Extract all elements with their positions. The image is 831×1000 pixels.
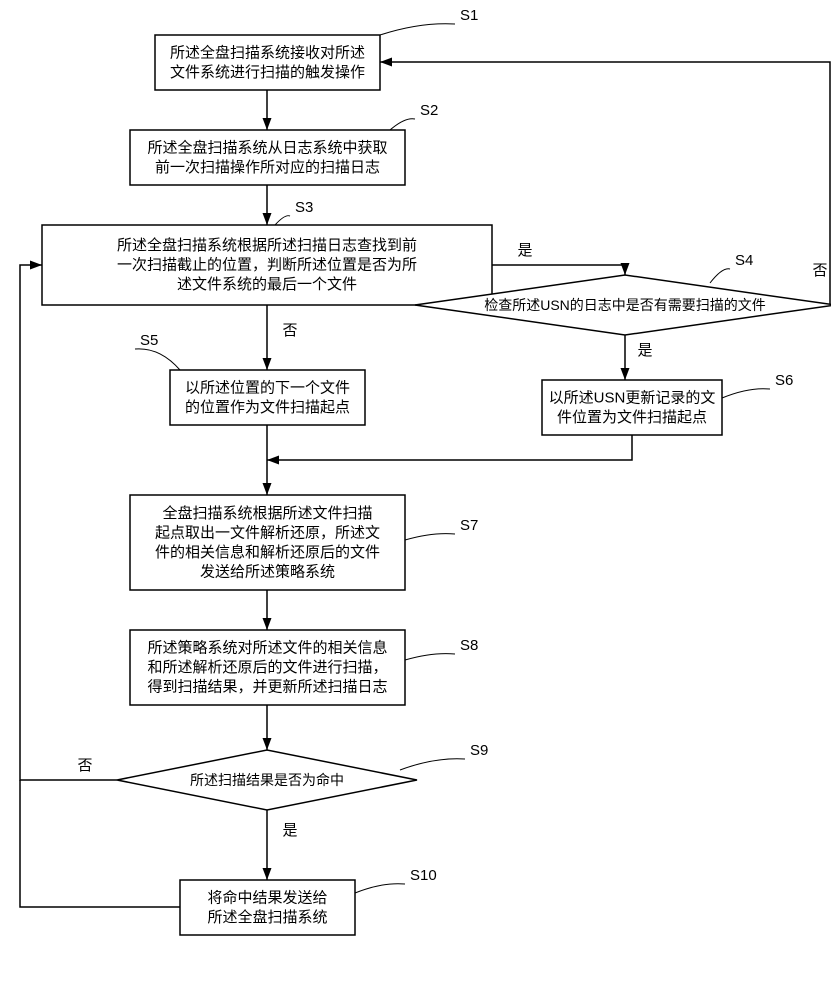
edge-label: 否: [282, 322, 297, 339]
step-leader: [710, 269, 730, 283]
step-label: S1: [460, 7, 478, 24]
step-leader: [380, 24, 455, 35]
node-s1: 所述全盘扫描系统接收对所述文件系统进行扫描的触发操作: [155, 35, 380, 90]
step-leader: [400, 759, 465, 770]
node-text: 将命中结果发送给: [207, 888, 327, 906]
node-text: 所述全盘扫描系统接收对所述: [170, 43, 365, 61]
node-text: 所述全盘扫描系统根据所述扫描日志查找到前: [117, 236, 417, 254]
node-text: 件位置为文件扫描起点: [557, 409, 707, 426]
edge: [20, 265, 117, 780]
step-leader: [355, 884, 405, 893]
node-text: 检查所述USN的日志中是否有需要扫描的文件: [484, 297, 766, 313]
node-s9: 所述扫描结果是否为命中: [117, 750, 417, 810]
node-s8: 所述策略系统对所述文件的相关信息和所述解析还原后的文件进行扫描， 得到扫描结果，并…: [130, 630, 405, 705]
edge-label: 否: [812, 262, 827, 279]
node-s10: 将命中结果发送给所述全盘扫描系统: [180, 880, 355, 935]
step-label: S8: [460, 637, 478, 654]
step-leader: [722, 389, 770, 398]
step-leader: [135, 349, 180, 370]
node-text: 一次扫描截止的位置，判断所述位置是否为所: [117, 257, 417, 274]
step-leader: [275, 216, 290, 225]
step-label: S2: [420, 102, 438, 119]
node-text: 的位置作为文件扫描起点: [185, 399, 350, 416]
step-leader: [390, 119, 415, 130]
node-text: 所述策略系统对所述文件的相关信息: [147, 640, 387, 657]
node-text: 起点取出一文件解析还原，所述文: [155, 524, 380, 541]
node-s5: 以所述位置的下一个文件的位置作为文件扫描起点: [170, 370, 365, 425]
node-text: 得到扫描结果，并更新所述扫描日志: [147, 679, 387, 696]
edge: [492, 265, 625, 275]
node-text: 所述扫描结果是否为命中: [190, 772, 344, 788]
node-s7: 全盘扫描系统根据所述文件扫描起点取出一文件解析还原，所述文件的相关信息和解析还原…: [130, 495, 405, 590]
node-text: 所述全盘扫描系统从日志系统中获取: [147, 138, 387, 156]
edge-label: 是: [637, 342, 652, 359]
step-label: S6: [775, 372, 793, 389]
edge: [267, 435, 632, 460]
node-text: 以所述位置的下一个文件: [185, 379, 350, 396]
edge-label: 是: [517, 242, 532, 259]
step-leader: [405, 654, 455, 660]
step-label: S9: [470, 742, 488, 759]
node-text: 文件系统进行扫描的触发操作: [170, 64, 365, 81]
step-label: S3: [295, 199, 313, 216]
node-text: 前一次扫描操作所对应的扫描日志: [155, 158, 380, 176]
node-s6: 以所述USN更新记录的文件位置为文件扫描起点: [542, 380, 722, 435]
node-s3: 所述全盘扫描系统根据所述扫描日志查找到前一次扫描截止的位置，判断所述位置是否为所…: [42, 225, 492, 305]
node-text: 件的相关信息和解析还原后的文件: [155, 544, 380, 561]
node-text: 和所述解析还原后的文件进行扫描，: [147, 659, 387, 676]
node-text: 以所述USN更新记录的文: [549, 389, 716, 406]
edge-label: 是: [282, 822, 297, 839]
flowchart: 是否否是否是所述全盘扫描系统接收对所述文件系统进行扫描的触发操作所述全盘扫描系统…: [0, 0, 831, 1000]
edge: [20, 780, 180, 907]
step-label: S5: [140, 332, 158, 349]
node-text: 所述全盘扫描系统: [207, 908, 327, 926]
edge-label: 否: [77, 757, 92, 774]
node-s2: 所述全盘扫描系统从日志系统中获取前一次扫描操作所对应的扫描日志: [130, 130, 405, 185]
step-label: S10: [410, 867, 437, 884]
step-label: S4: [735, 252, 753, 269]
node-text: 全盘扫描系统根据所述文件扫描: [162, 504, 372, 522]
node-text: 发送给所述策略系统: [200, 563, 335, 580]
step-leader: [405, 534, 455, 540]
node-text: 述文件系统的最后一个文件: [177, 276, 357, 293]
step-label: S7: [460, 517, 478, 534]
